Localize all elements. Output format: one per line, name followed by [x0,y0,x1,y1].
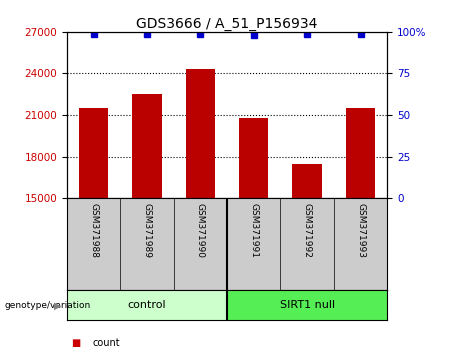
Title: GDS3666 / A_51_P156934: GDS3666 / A_51_P156934 [136,17,318,31]
Text: GSM371988: GSM371988 [89,203,98,258]
Bar [132,94,162,198]
Bar [67,290,227,320]
Text: GSM371992: GSM371992 [302,203,312,258]
Bar [186,69,215,198]
Text: GSM371990: GSM371990 [196,203,205,258]
Text: control: control [128,300,166,310]
Text: GSM371991: GSM371991 [249,203,258,258]
Text: count: count [92,338,120,348]
Text: ■: ■ [71,338,81,348]
Bar [239,118,268,198]
Text: GSM371989: GSM371989 [142,203,152,258]
Text: genotype/variation: genotype/variation [5,301,91,310]
Bar [292,164,322,198]
Bar [79,108,108,198]
Text: SIRT1 null: SIRT1 null [279,300,335,310]
Bar [227,290,414,320]
Bar [346,108,375,198]
Text: GSM371993: GSM371993 [356,203,365,258]
Text: ▶: ▶ [54,300,61,310]
